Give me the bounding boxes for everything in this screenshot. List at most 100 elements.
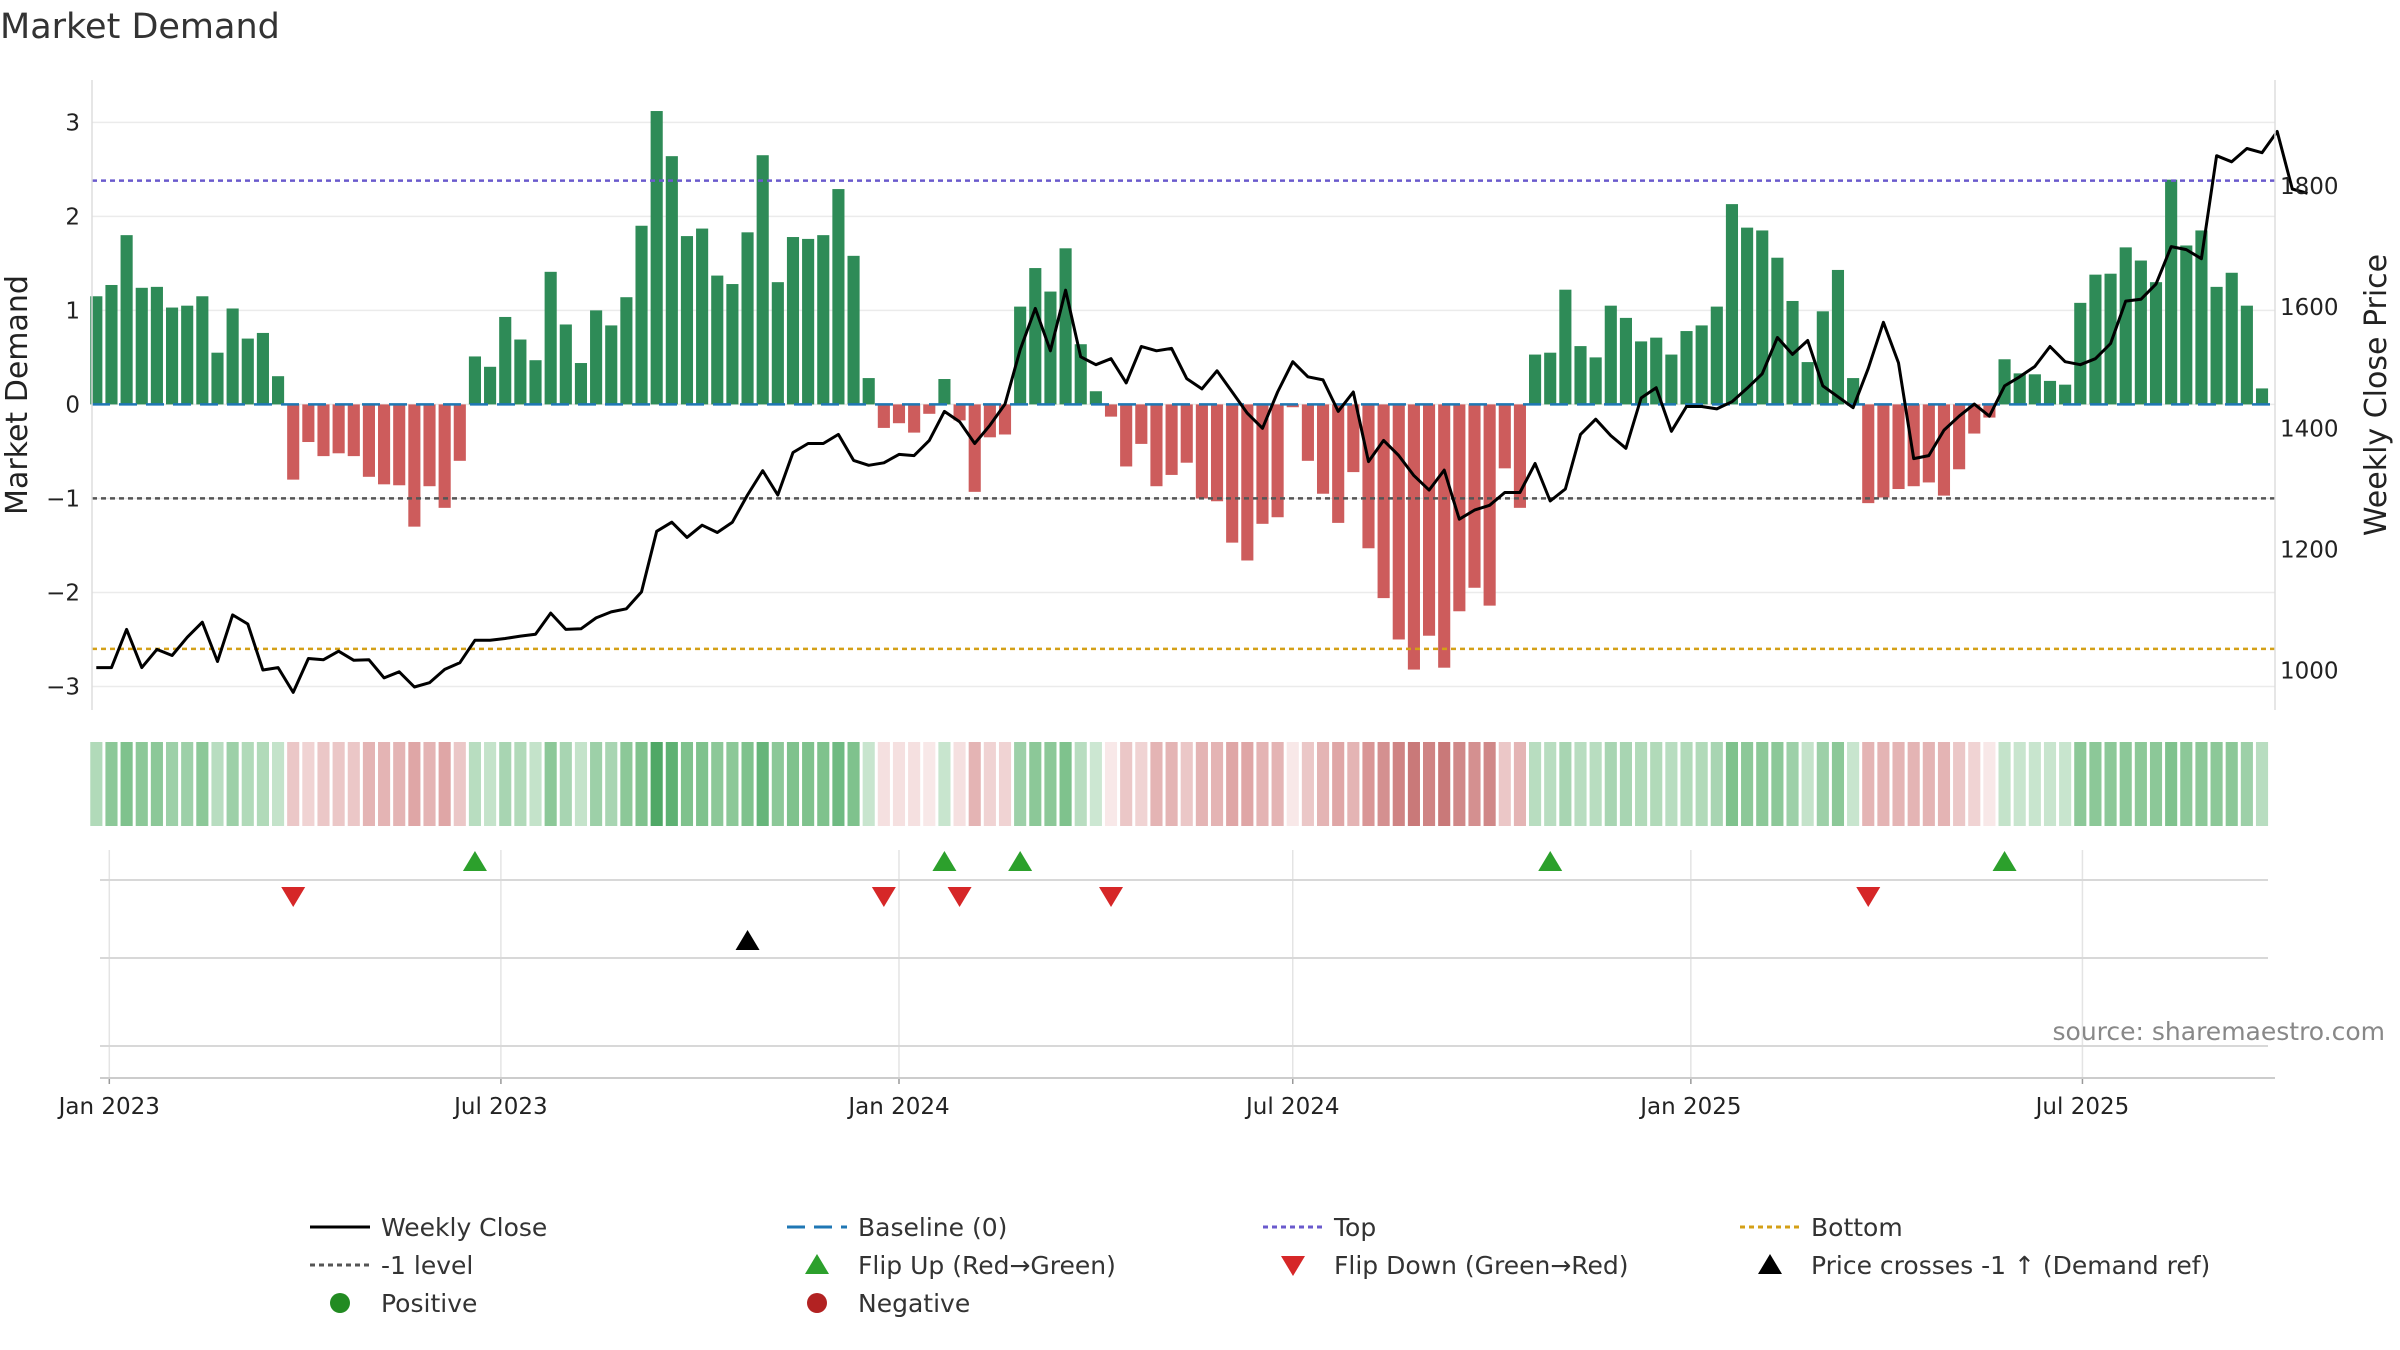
x-tick-label: Jan 2025 <box>1638 1094 1741 1120</box>
strip-cell <box>438 742 451 826</box>
strip-cell <box>287 742 300 826</box>
demand-bar <box>544 271 557 405</box>
demand-bar <box>408 404 421 527</box>
demand-bar <box>696 228 709 405</box>
demand-bar <box>1014 306 1027 405</box>
strip-cell <box>1862 742 1875 826</box>
strip-cell <box>1332 742 1345 826</box>
y-tick-label: −1 <box>46 486 80 512</box>
strip-cell <box>1453 742 1466 826</box>
demand-bar <box>2074 302 2087 405</box>
legend-item: Flip Down (Green→Red) <box>1281 1251 1629 1280</box>
legend-swatch <box>1758 1254 1782 1274</box>
legend-swatch <box>807 1293 827 1313</box>
flip-down-marker <box>1099 887 1124 907</box>
strip-cell <box>2119 742 2132 826</box>
strip-cell <box>968 742 981 826</box>
demand-bar <box>1771 257 1784 405</box>
legend-item: Positive <box>330 1289 477 1318</box>
demand-bar <box>1210 404 1224 502</box>
demand-bar <box>741 232 754 405</box>
demand-bar <box>2149 282 2163 405</box>
strip-cell <box>1771 742 1784 826</box>
y2-tick-label: 1400 <box>2280 416 2339 442</box>
strip-cell <box>1104 742 1118 826</box>
strip-cell <box>529 742 542 826</box>
strip-cell <box>1937 742 1951 826</box>
demand-bar <box>968 404 981 492</box>
demand-bar <box>1241 404 1254 561</box>
demand-bar <box>1922 404 1935 483</box>
strip-cell <box>1741 742 1754 826</box>
strip-cell <box>2255 742 2269 826</box>
demand-bar <box>817 235 830 405</box>
legend-item: Negative <box>807 1289 970 1318</box>
demand-bar <box>347 404 360 457</box>
demand-bar <box>2059 384 2072 405</box>
legend-item: Top <box>1263 1213 1376 1242</box>
strip-cell <box>832 742 845 826</box>
demand-bar <box>620 297 633 405</box>
strip-cell <box>2165 742 2178 826</box>
strip-cell <box>1180 742 1193 826</box>
strip-cell <box>786 742 800 826</box>
strip-cell <box>272 742 285 826</box>
strip-cell <box>559 742 572 826</box>
strip-cell <box>590 742 603 826</box>
strip-cell <box>453 742 466 826</box>
strip-cell <box>150 742 163 826</box>
legend-label: Top <box>1333 1213 1376 1242</box>
strip-cell <box>302 742 315 826</box>
legend-swatch <box>805 1254 829 1274</box>
demand-bar <box>1589 357 1602 405</box>
strip-cell <box>226 742 239 826</box>
strip-cell <box>1756 742 1769 826</box>
strip-cell <box>1468 742 1481 826</box>
x-tick-label: Jul 2023 <box>452 1094 548 1120</box>
y2-tick-label: 1600 <box>2280 295 2339 321</box>
demand-bar <box>665 156 678 405</box>
flip-up-marker <box>462 851 487 871</box>
strip-cell <box>2240 742 2253 826</box>
demand-bar <box>635 225 648 405</box>
strip-cell <box>484 742 497 826</box>
strip-cell <box>635 742 648 826</box>
flip-down-marker <box>871 887 896 907</box>
y-tick-label: −2 <box>46 580 80 606</box>
strip-cell <box>317 742 330 826</box>
strip-cell <box>1347 742 1360 826</box>
strip-cell <box>1241 742 1254 826</box>
demand-bar <box>862 378 875 405</box>
demand-bar <box>2180 245 2193 405</box>
legend-label: Flip Down (Green→Red) <box>1334 1251 1629 1280</box>
demand-color-strip <box>90 742 2269 826</box>
demand-bar <box>1195 404 1208 499</box>
legend-item: Price crosses -1 ↑ (Demand ref) <box>1758 1251 2210 1280</box>
weekly-close-line <box>96 130 2308 694</box>
strip-cell <box>1256 742 1269 826</box>
strip-cell <box>680 742 694 826</box>
legend-label: -1 level <box>381 1251 473 1280</box>
demand-bar <box>1498 404 1511 469</box>
strip-cell <box>1907 742 1920 826</box>
demand-bar <box>786 237 800 405</box>
demand-bar <box>1877 404 1890 498</box>
strip-cell <box>1392 742 1405 826</box>
x-tick-label: Jan 2023 <box>57 1094 160 1120</box>
strip-cell <box>135 742 148 826</box>
demand-bar <box>1423 404 1436 636</box>
demand-bar <box>1180 404 1193 463</box>
strip-cell <box>1589 742 1602 826</box>
strip-cell <box>1968 742 1981 826</box>
demand-bar <box>1135 404 1148 444</box>
strip-cell <box>1226 742 1239 826</box>
y-axis-title: Market Demand <box>0 275 35 515</box>
flip-up-marker <box>1992 851 2017 871</box>
legend-label: Positive <box>381 1289 477 1318</box>
demand-bar <box>120 235 133 405</box>
demand-bar <box>574 363 588 405</box>
strip-cell <box>620 742 633 826</box>
strip-cell <box>1801 742 1814 826</box>
strip-cell <box>1271 742 1284 826</box>
demand-bar <box>1392 404 1405 640</box>
